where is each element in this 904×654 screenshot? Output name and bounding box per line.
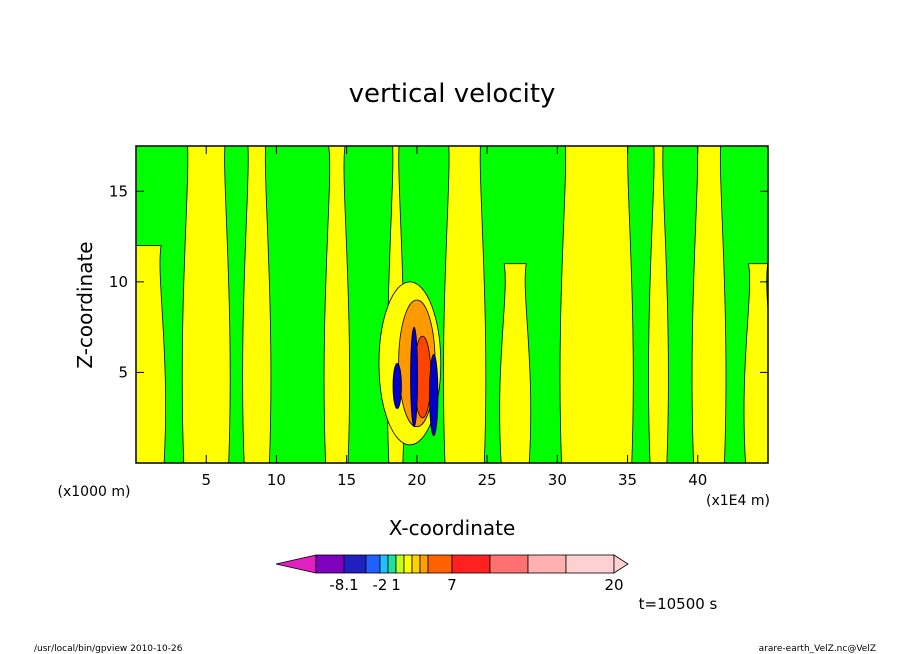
colorbar-arrow-low [275, 554, 317, 574]
colorbar-label: -8.1 [329, 576, 358, 594]
x-tick-label: 10 [267, 471, 286, 489]
plot-area [136, 146, 768, 463]
y-axis-label: Z-coordinate [73, 241, 97, 368]
y-axis-unit: (x1000 m) [58, 484, 131, 500]
colorbar-swatch [527, 554, 567, 574]
convective-core [429, 353, 439, 437]
x-tick-label: 35 [618, 471, 637, 489]
chart-title: vertical velocity [349, 79, 556, 109]
colorbar-swatch [489, 554, 529, 574]
x-axis: 5 10 15 20 25 30 35 40 [201, 146, 707, 489]
x-tick-label: 15 [337, 471, 356, 489]
x-axis-unit: (x1E4 m) [706, 493, 770, 509]
colorbar-swatch [565, 554, 615, 574]
x-tick-label: 40 [688, 471, 707, 489]
y-tick-label: 15 [109, 182, 128, 200]
updraft-plume [648, 146, 669, 463]
plot-frame [135, 145, 769, 464]
colorbar-swatch [403, 554, 413, 574]
colorbar-swatch [343, 554, 367, 574]
colorbar-swatch [395, 554, 405, 574]
x-tick-label: 5 [201, 471, 211, 489]
colorbar-label: 20 [604, 576, 623, 594]
colorbar-label: 1 [391, 576, 401, 594]
x-tick-label: 25 [478, 471, 497, 489]
colorbar-swatch [419, 554, 429, 574]
colorbar-swatch [411, 554, 421, 574]
colorbar-swatch [379, 554, 389, 574]
convective-core [392, 362, 402, 410]
colorbar-label: -2 [373, 576, 388, 594]
updraft-plume [691, 146, 727, 463]
y-tick-label: 10 [109, 273, 128, 291]
colorbar-label: 7 [447, 576, 457, 594]
updraft-plume [242, 146, 272, 463]
y-tick-label: 5 [118, 363, 128, 381]
updraft-plume [181, 146, 231, 463]
colorbar-swatch [451, 554, 491, 574]
x-tick-label: 20 [407, 471, 426, 489]
convective-core [410, 326, 418, 428]
colorbar-labels: -8.1 -2 1 7 20 [329, 576, 623, 594]
colorbar-swatch [315, 554, 345, 574]
time-label: t=10500 s [639, 595, 718, 613]
updraft-plume [559, 146, 634, 463]
updraft-plume [443, 146, 487, 463]
updraft-plume [323, 146, 350, 463]
colorbar-arrow-high [613, 554, 629, 574]
footer-right: arare-earth_VelZ.nc@VelZ [759, 644, 876, 654]
updraft-plume [499, 263, 532, 463]
x-tick-label: 30 [548, 471, 567, 489]
footer-left: /usr/local/bin/gpview 2010-10-26 [34, 644, 183, 654]
colorbar-swatch [365, 554, 381, 574]
x-axis-label: X-coordinate [389, 516, 516, 540]
y-axis: 5 10 15 [109, 182, 768, 381]
colorbar-swatch [387, 554, 397, 574]
updraft-plume [136, 245, 167, 463]
colorbar [275, 554, 629, 574]
colorbar-swatch [427, 554, 453, 574]
